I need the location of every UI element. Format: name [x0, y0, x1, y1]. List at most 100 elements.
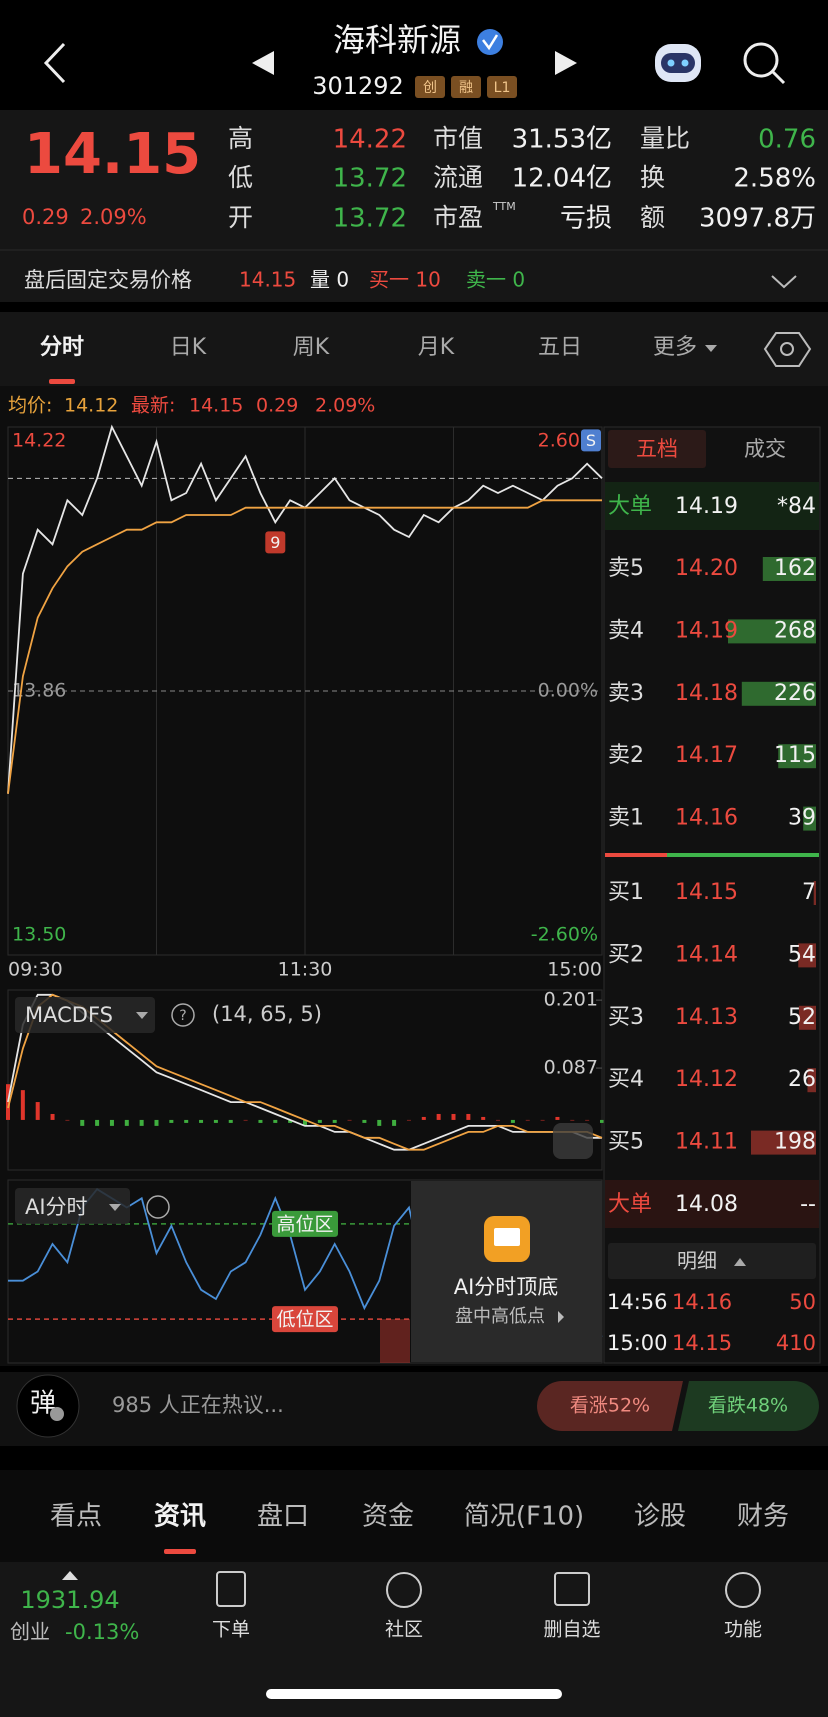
tag-badge — [451, 76, 481, 98]
back-icon[interactable] — [43, 42, 66, 84]
level-label: 卖4 — [608, 618, 644, 643]
promo-icon-screen — [494, 1228, 520, 1246]
level-price: 14.16 — [675, 806, 738, 831]
nav-label[interactable]: 下单 — [212, 1619, 250, 1641]
level-volume: 52 — [788, 1005, 816, 1030]
order-tab[interactable]: 五档 — [636, 437, 678, 461]
promo-arrow — [558, 1311, 564, 1323]
detail-header[interactable] — [608, 1243, 816, 1279]
level-label: 卖5 — [608, 556, 644, 581]
volume-bar — [750, 1130, 816, 1155]
level-volume: 7 — [802, 880, 816, 905]
balance-ask — [667, 853, 819, 857]
help-icon[interactable] — [171, 1003, 195, 1027]
last-value: 14.15 — [189, 395, 243, 417]
nav-icon[interactable] — [216, 1571, 246, 1607]
level-label: 买3 — [608, 1005, 644, 1030]
detail-volume: 50 — [789, 1290, 816, 1314]
index-change: -0.13% — [65, 1620, 139, 1644]
level-volume: 115 — [774, 743, 816, 768]
robot-icon[interactable] — [655, 44, 701, 82]
marker-badge — [581, 429, 601, 452]
search-icon[interactable] — [743, 42, 779, 78]
big-order-price: 14.19 — [675, 494, 738, 519]
after-hours-volume: 量 0 — [310, 268, 349, 292]
settings-icon[interactable] — [763, 332, 812, 367]
bottom-tab[interactable]: 资金 — [362, 1502, 414, 1532]
danmaku-button[interactable] — [16, 1374, 80, 1438]
stat-label: 高 — [228, 124, 253, 153]
last-change-pct: 2.09% — [315, 395, 375, 417]
chart-tab[interactable]: 分时 — [40, 335, 84, 360]
fullscreen-button[interactable] — [553, 1123, 593, 1159]
nav-icon[interactable] — [554, 1572, 590, 1606]
bottom-tab[interactable]: 资讯 — [154, 1502, 206, 1532]
y-tick-label: 0.087 — [544, 1057, 598, 1079]
chart-tab[interactable]: 日K — [170, 335, 207, 360]
bear-pill[interactable] — [678, 1381, 819, 1431]
help-mark: ? — [179, 1008, 186, 1024]
big-order-label: 大单 — [608, 494, 652, 519]
indicator-selector[interactable] — [15, 997, 155, 1033]
detail-time: 14:56 — [607, 1290, 668, 1314]
stat-sup: TTM — [492, 200, 516, 213]
histogram-bar — [273, 1119, 278, 1123]
bull-pill[interactable] — [537, 1381, 683, 1431]
verified-icon — [477, 29, 503, 55]
bottom-tab[interactable]: 财务 — [737, 1502, 789, 1532]
quote-panel — [0, 110, 828, 302]
level-price: 14.11 — [675, 1130, 738, 1155]
bottom-tab[interactable]: 简况(F10) — [464, 1502, 584, 1532]
nav-icon[interactable] — [725, 1572, 761, 1608]
chart-tab[interactable]: 更多 — [653, 335, 697, 360]
zone-badge — [272, 1306, 338, 1333]
histogram-bar — [362, 1119, 367, 1123]
indicator-name: AI分时 — [25, 1195, 88, 1219]
dropdown-icon — [109, 1204, 121, 1211]
ai-title-box — [15, 1188, 130, 1224]
last-change: 0.29 — [256, 395, 298, 417]
order-tab[interactable]: 成交 — [744, 437, 786, 461]
settings-dot — [780, 342, 794, 356]
histogram-bar — [585, 1119, 590, 1121]
next-icon[interactable] — [555, 51, 577, 75]
robot-face — [661, 53, 695, 73]
nav-label[interactable]: 删自选 — [543, 1619, 600, 1641]
promo-panel[interactable] — [411, 1181, 602, 1362]
change: 0.29 — [22, 205, 69, 229]
chart-tab[interactable]: 月K — [418, 335, 455, 360]
chart-tab[interactable]: 五日 — [538, 335, 582, 360]
stat-value: 2.58% — [733, 164, 816, 194]
histogram-bar — [80, 1119, 85, 1126]
expand-icon[interactable] — [771, 275, 797, 289]
level-volume: 39 — [788, 806, 816, 831]
level-price: 14.20 — [675, 556, 738, 581]
tag-label: L1 — [494, 80, 511, 96]
level-price: 14.17 — [675, 743, 738, 768]
nav-label[interactable]: 社区 — [385, 1619, 423, 1641]
level-price: 14.12 — [675, 1067, 738, 1092]
bottom-tab[interactable]: 看点 — [50, 1502, 102, 1532]
nav-icon[interactable] — [386, 1572, 422, 1608]
stat-value: 3097.8万 — [699, 204, 816, 234]
avg-value: 14.12 — [64, 395, 118, 417]
bottom-tab[interactable]: 盘口 — [257, 1502, 309, 1532]
histogram-bar — [392, 1119, 397, 1126]
bottom-tab[interactable]: 诊股 — [634, 1502, 686, 1532]
histogram-bar — [184, 1119, 189, 1123]
help-icon — [146, 1195, 170, 1219]
detail-price: 14.16 — [672, 1290, 732, 1314]
y2-tick-label: 0.00% — [538, 680, 598, 702]
volume-bar — [813, 881, 816, 905]
indicator-params: (14, 65, 5) — [212, 1002, 322, 1026]
histogram-bar — [481, 1116, 486, 1120]
histogram-bar — [451, 1113, 456, 1120]
volume-bar — [778, 744, 816, 769]
chart-tab[interactable]: 周K — [293, 335, 330, 360]
prev-icon[interactable] — [252, 51, 274, 75]
home-indicator — [266, 1689, 562, 1699]
stat-label: 市值 — [433, 124, 483, 153]
level-volume: 226 — [774, 681, 816, 706]
nav-label[interactable]: 功能 — [724, 1619, 762, 1641]
histogram-bar — [109, 1119, 114, 1126]
